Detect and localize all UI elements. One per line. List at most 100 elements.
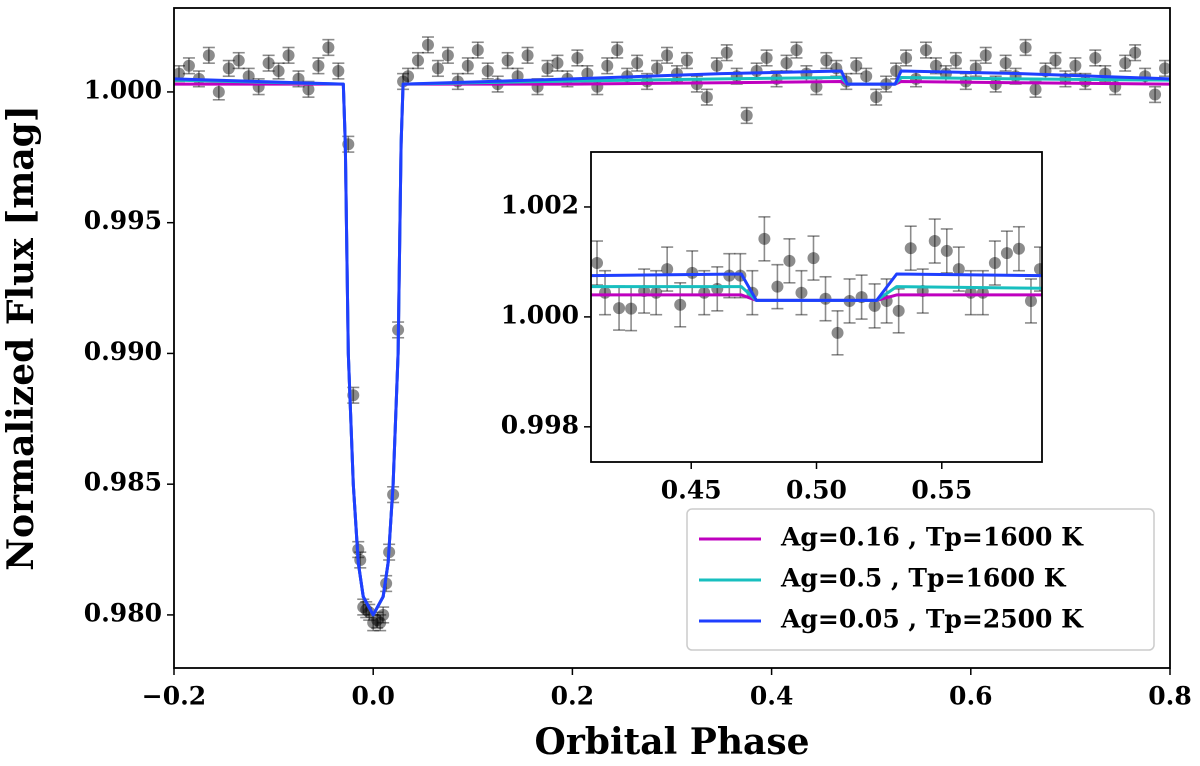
error-bar (760, 49, 773, 67)
error-bar (795, 269, 808, 316)
data-point (377, 608, 390, 621)
data-point (795, 286, 808, 299)
y-tick-label: 0.990 (84, 337, 162, 366)
error-bar (262, 54, 275, 72)
error-bar (312, 57, 325, 75)
model-line (591, 272, 1042, 302)
error-bar (850, 57, 863, 75)
data-point (402, 70, 415, 83)
data-point (790, 44, 803, 57)
data-point (441, 49, 454, 62)
data-point (272, 65, 285, 78)
error-bar (723, 252, 736, 299)
error-bar (1129, 44, 1142, 62)
data-point (371, 614, 384, 627)
error-bar (700, 88, 713, 106)
error-bar (481, 62, 494, 80)
data-point (1159, 62, 1170, 75)
error-bar (322, 38, 335, 57)
data-point (1019, 41, 1032, 54)
error-bar (1024, 278, 1037, 324)
legend: Ag=0.16 , Tp=1600 K Ag=0.5 , Tp=1600 K Ag=… (686, 508, 1155, 651)
x-tick-label: 0.6 (949, 682, 993, 711)
data-point (1000, 247, 1013, 260)
data-point (282, 49, 295, 62)
data-point (988, 257, 1001, 270)
data-point (367, 616, 380, 629)
data-point (212, 85, 225, 98)
data-point (1049, 54, 1062, 67)
data-point (262, 57, 275, 70)
error-bar (720, 44, 733, 62)
data-point (431, 62, 444, 75)
y-tick-label: 0.980 (84, 598, 162, 627)
data-point (698, 286, 711, 299)
error-bar (819, 275, 832, 322)
data-point (928, 235, 941, 248)
data-point (661, 49, 674, 62)
error-bar (222, 59, 235, 78)
data-point (771, 280, 784, 293)
error-bar (541, 59, 554, 78)
data-point (860, 70, 873, 83)
y-tick-label: 1.000 (501, 300, 579, 329)
error-bar (332, 62, 345, 80)
error-bar (431, 59, 444, 78)
x-tick-label: 0.50 (786, 476, 847, 505)
data-point (711, 282, 724, 295)
data-point (1012, 242, 1025, 255)
y-tick-label: 0.998 (501, 410, 579, 439)
y-axis-label: Normalized Flux [mag] (0, 105, 42, 571)
error-bar (831, 310, 844, 356)
error-bar (599, 269, 612, 316)
x-tick-label: 0.2 (551, 682, 595, 711)
data-point (892, 304, 905, 317)
error-bar (1089, 49, 1102, 67)
data-point (750, 65, 763, 78)
error-bar (940, 228, 953, 274)
x-tick-label: 0.55 (911, 476, 972, 505)
error-bar (1033, 246, 1042, 292)
error-bar (1159, 59, 1170, 78)
data-point (232, 54, 245, 67)
data-point (174, 67, 185, 80)
data-point (651, 62, 664, 75)
data-point (551, 57, 564, 70)
error-bar (740, 106, 753, 125)
data-point (1129, 46, 1142, 59)
data-point (700, 91, 713, 104)
error-bar (412, 51, 425, 70)
data-point (501, 54, 514, 67)
error-bar (521, 46, 534, 64)
data-point (182, 59, 195, 72)
error-bar (790, 41, 803, 59)
data-point (870, 91, 883, 104)
x-axis-label: Orbital Phase (534, 721, 809, 763)
data-point (631, 57, 644, 70)
data-point (783, 254, 796, 267)
plot-frame (173, 7, 1171, 669)
error-bar (661, 246, 674, 292)
data-point (1024, 294, 1037, 307)
error-bar (182, 57, 195, 75)
data-point (461, 59, 474, 72)
error-bar (979, 46, 992, 64)
data-point (720, 46, 733, 59)
data-point (686, 266, 699, 279)
error-bar (421, 36, 434, 54)
error-bar (611, 41, 624, 59)
data-point (740, 109, 753, 122)
data-point (904, 242, 917, 255)
data-point (919, 44, 932, 57)
data-point (471, 44, 484, 57)
error-bar (1019, 38, 1032, 57)
error-bar (1149, 85, 1162, 104)
error-bar (919, 41, 932, 59)
data-point (940, 244, 953, 257)
data-point (322, 41, 335, 54)
data-point (613, 302, 626, 315)
error-bar (501, 51, 514, 70)
data-point (541, 62, 554, 75)
data-point (760, 51, 773, 64)
data-point (661, 263, 674, 276)
